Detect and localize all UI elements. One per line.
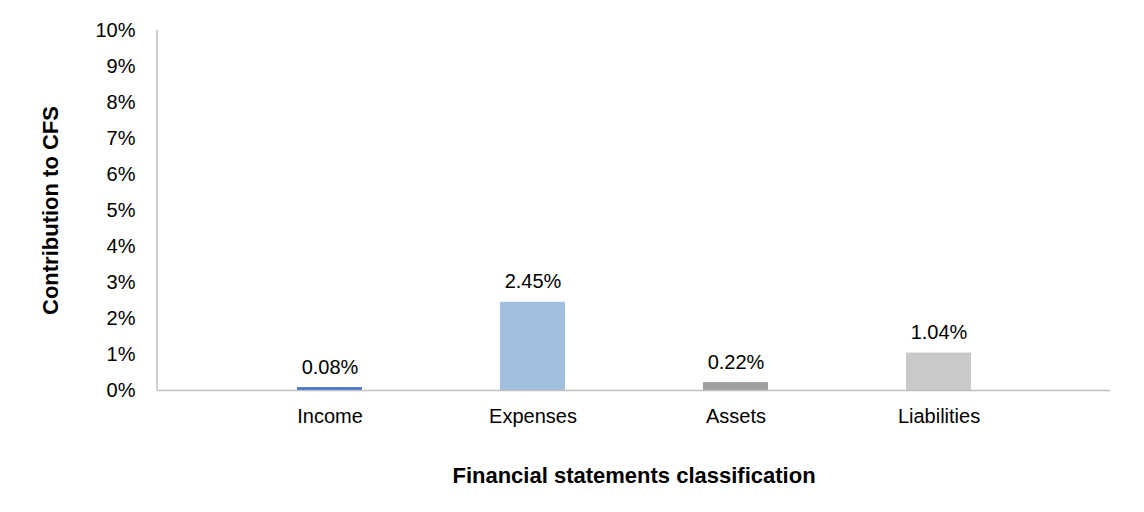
svg-text:Financial statements classific: Financial statements classification — [452, 463, 815, 488]
svg-text:Expenses: Expenses — [489, 405, 577, 427]
svg-text:1.04%: 1.04% — [911, 321, 968, 343]
svg-text:0.08%: 0.08% — [302, 356, 359, 378]
svg-text:10%: 10% — [95, 19, 135, 41]
svg-text:Liabilities: Liabilities — [898, 405, 980, 427]
svg-text:4%: 4% — [107, 235, 136, 257]
svg-text:9%: 9% — [107, 55, 136, 77]
svg-text:8%: 8% — [107, 91, 136, 113]
svg-text:Assets: Assets — [706, 405, 766, 427]
svg-text:Income: Income — [297, 405, 363, 427]
svg-text:1%: 1% — [107, 343, 136, 365]
svg-text:Contribution to CFS: Contribution to CFS — [38, 106, 63, 315]
svg-text:2.45%: 2.45% — [505, 270, 562, 292]
svg-text:5%: 5% — [107, 199, 136, 221]
svg-text:0.22%: 0.22% — [708, 351, 765, 373]
svg-text:2%: 2% — [107, 307, 136, 329]
svg-text:7%: 7% — [107, 127, 136, 149]
svg-text:3%: 3% — [107, 271, 136, 293]
svg-text:6%: 6% — [107, 163, 136, 185]
svg-text:0%: 0% — [107, 379, 136, 401]
